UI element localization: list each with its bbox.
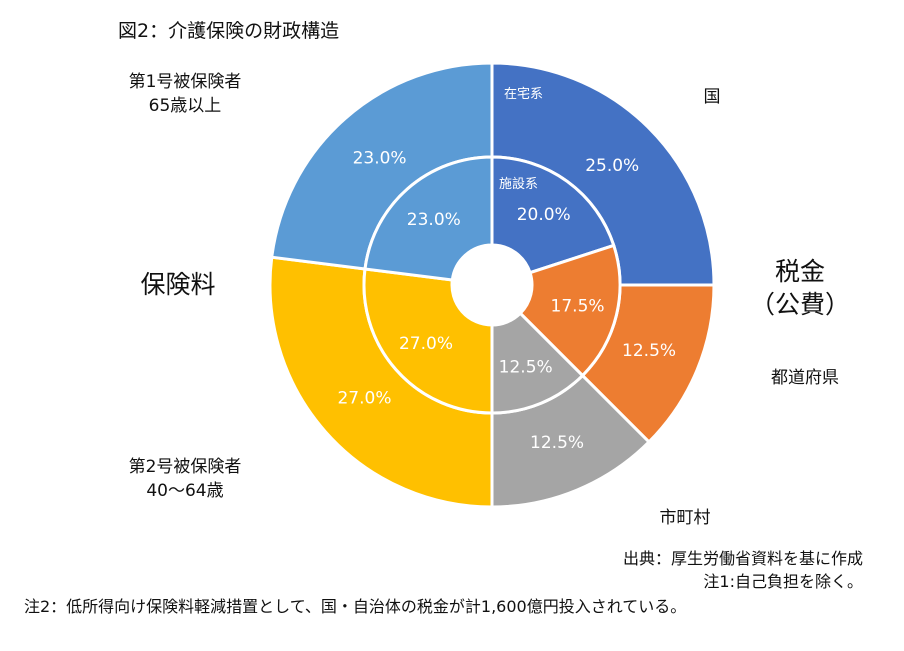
label-shichoson: 市町村 [659, 508, 711, 528]
chart-title: 図2：介護保険の財政構造 [118, 20, 340, 42]
label-zeikin: 税金 （公費） [740, 255, 860, 321]
inner-value-label-3: 27.0% [399, 334, 453, 354]
label-dai2-line1: 第2号被保険者 [128, 457, 242, 477]
outer-value-label-2: 12.5% [530, 433, 584, 453]
outer-value-label-4: 23.0% [353, 148, 407, 168]
inner-slice-0 [490, 155, 616, 275]
note-1: 注1:自己負担を除く。 [703, 572, 863, 591]
label-dai1-line2: 65歳以上 [148, 96, 222, 116]
label-hokenryo: 保険料 [140, 270, 216, 299]
outer-value-label-0: 25.0% [585, 156, 639, 176]
label-dai1: 第1号被保険者 65歳以上 [120, 70, 250, 118]
label-todofuken: 都道府県 [771, 368, 839, 388]
source-note: 出典：厚生労働省資料を基に作成 [622, 549, 863, 568]
outer-value-label-1: 12.5% [622, 341, 676, 361]
inner-value-label-1: 17.5% [551, 297, 605, 317]
inner-ring-name: 施設系 [499, 176, 538, 192]
inner-value-label-2: 12.5% [499, 357, 553, 377]
label-zeikin-line2: （公費） [749, 290, 850, 319]
label-dai2-line2: 40〜64歳 [146, 481, 224, 501]
label-dai1-line1: 第1号被保険者 [128, 72, 242, 92]
note-2: 注2：低所得向け保険料軽減措置として、国・自治体の税金が計1,600億円投入され… [24, 597, 687, 616]
outer-value-label-3: 27.0% [337, 388, 391, 408]
label-dai2: 第2号被保険者 40〜64歳 [120, 455, 250, 503]
inner-slice-3 [362, 267, 494, 415]
inner-slice-4 [363, 155, 494, 282]
inner-slice-2 [490, 311, 585, 415]
outer-ring-name: 在宅系 [504, 87, 543, 102]
label-zeikin-line1: 税金 [774, 257, 825, 286]
inner-value-label-0: 20.0% [517, 205, 571, 225]
label-kuni: 国 [703, 87, 721, 107]
inner-slice-1 [518, 243, 622, 378]
inner-value-label-4: 23.0% [407, 210, 461, 230]
